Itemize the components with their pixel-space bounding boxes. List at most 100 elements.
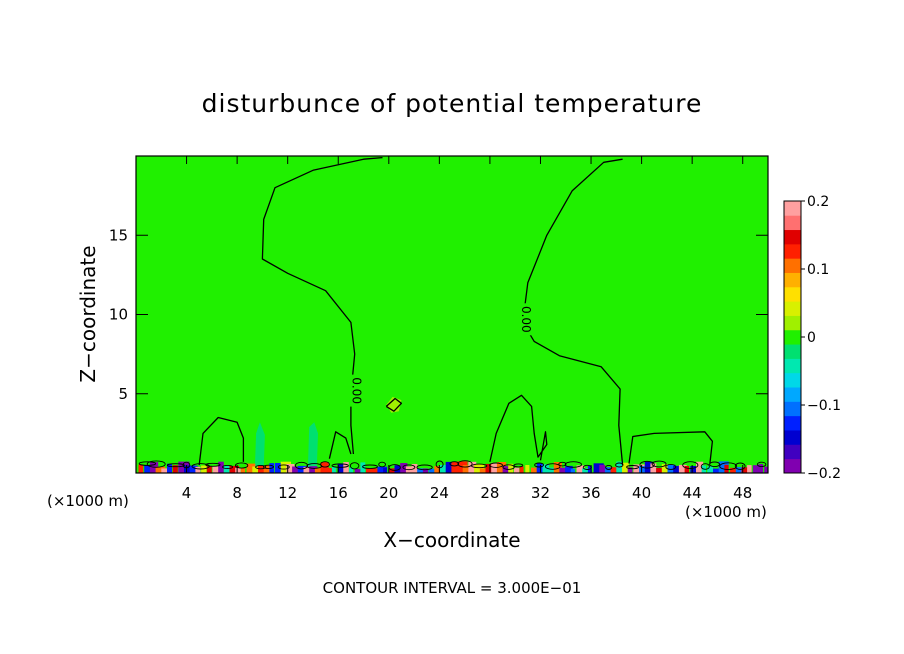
surface-contour [457, 460, 473, 468]
surface-cell [258, 465, 269, 473]
x-tick-label: 24 [430, 484, 449, 502]
surface-cell [434, 466, 443, 473]
surface-cell [696, 461, 704, 473]
surface-cell [599, 464, 606, 473]
surface-cell [428, 468, 437, 473]
surface-cell [667, 464, 676, 473]
surface-cell [604, 467, 615, 473]
surface-cell [422, 468, 429, 473]
colorbar-swatch [784, 430, 801, 445]
surface-cell [764, 466, 768, 473]
surface-cell [383, 467, 387, 473]
surface-cell [525, 465, 530, 473]
surface-cell [246, 463, 256, 473]
surface-contour [205, 462, 221, 467]
surface-cell [377, 466, 388, 473]
field-region [307, 422, 318, 469]
surface-contour [564, 461, 583, 468]
surface-contour [682, 461, 699, 469]
surface-cell [366, 468, 372, 473]
surface-cell [531, 467, 540, 473]
surface-cell [627, 467, 633, 473]
surface-contour [378, 461, 386, 468]
surface-cell [326, 468, 336, 473]
surface-cell [548, 467, 555, 473]
surface-contour [756, 461, 767, 468]
surface-cell [303, 466, 315, 473]
colorbar-tick-label: −0.1 [807, 398, 841, 414]
surface-cell [451, 461, 461, 473]
surface-contour [513, 463, 524, 468]
surface-cell [417, 468, 428, 473]
surface-contour [651, 460, 667, 468]
surface-cell [275, 463, 286, 473]
colorbar-swatch [784, 215, 801, 231]
surface-cell [559, 467, 567, 473]
surface-cell [343, 462, 349, 473]
surface-contour [665, 463, 677, 470]
surface-cell [718, 461, 729, 473]
colorbar-swatch [784, 286, 801, 302]
surface-cell [229, 465, 239, 473]
colorbar-swatch [784, 301, 801, 316]
colorbar-swatch [784, 315, 801, 331]
x-tick-label: 48 [733, 484, 752, 502]
surface-cell [496, 462, 507, 473]
surface-contour [320, 461, 330, 468]
surface-contour [362, 464, 378, 469]
surface-contour [471, 463, 488, 469]
surface-contour [255, 464, 267, 470]
surface-contour [558, 461, 567, 467]
surface-contour [416, 464, 433, 471]
surface-cell [223, 465, 230, 473]
y-tick-label: 5 [118, 385, 128, 403]
y-axis-label: Z−coordinate [76, 245, 100, 382]
surface-cell [189, 465, 198, 473]
surface-cell [297, 465, 307, 473]
surface-contour [719, 462, 738, 471]
surface-cell [462, 465, 472, 473]
surface-cell [371, 468, 379, 473]
contour-interval-note: CONTOUR INTERVAL = 3.000E−01 [323, 579, 582, 597]
x-axis-label: X−coordinate [383, 528, 520, 552]
surface-cell [508, 463, 514, 473]
surface-cell [724, 464, 729, 473]
y-axis: 5 10 15 [109, 226, 768, 403]
contour-label: 0.00 [349, 377, 363, 404]
surface-cell [639, 466, 646, 473]
surface-contour [626, 465, 640, 470]
surface-cell [593, 463, 604, 473]
colorbar-tick-label: −0.2 [807, 466, 841, 482]
surface-cell [479, 468, 491, 473]
colorbar-swatch [784, 229, 801, 245]
surface-contour [402, 464, 416, 471]
surface-cell [172, 465, 178, 473]
contour-lines: 0.00 0.00 [198, 156, 714, 466]
surface-cell [474, 464, 485, 473]
x-tick-label: 20 [379, 484, 398, 502]
colorbar-swatch [784, 243, 801, 259]
surface-cell [167, 463, 172, 473]
surface-cell [331, 466, 336, 473]
colorbar-swatch [784, 415, 801, 431]
field-region [199, 419, 244, 466]
surface-contour [734, 462, 746, 470]
surface-contour [639, 460, 655, 469]
surface-cell [354, 468, 363, 473]
surface-cell [394, 465, 402, 473]
surface-cell [218, 461, 224, 473]
colorbar: 0.2 0.1 0 −0.1 −0.2 [783, 194, 841, 482]
colorbar-tick-label: 0 [807, 330, 816, 346]
surface-cell [752, 465, 761, 473]
surface-cell [388, 468, 396, 473]
x-tick-label: 4 [182, 484, 192, 502]
surface-cell [235, 468, 241, 473]
surface-cell [491, 462, 499, 473]
surface-cell [445, 461, 455, 473]
surface-cell [747, 465, 752, 473]
surface-cell [485, 463, 493, 473]
colorbar-swatch [784, 344, 801, 359]
y-tick-label: 15 [109, 226, 128, 244]
